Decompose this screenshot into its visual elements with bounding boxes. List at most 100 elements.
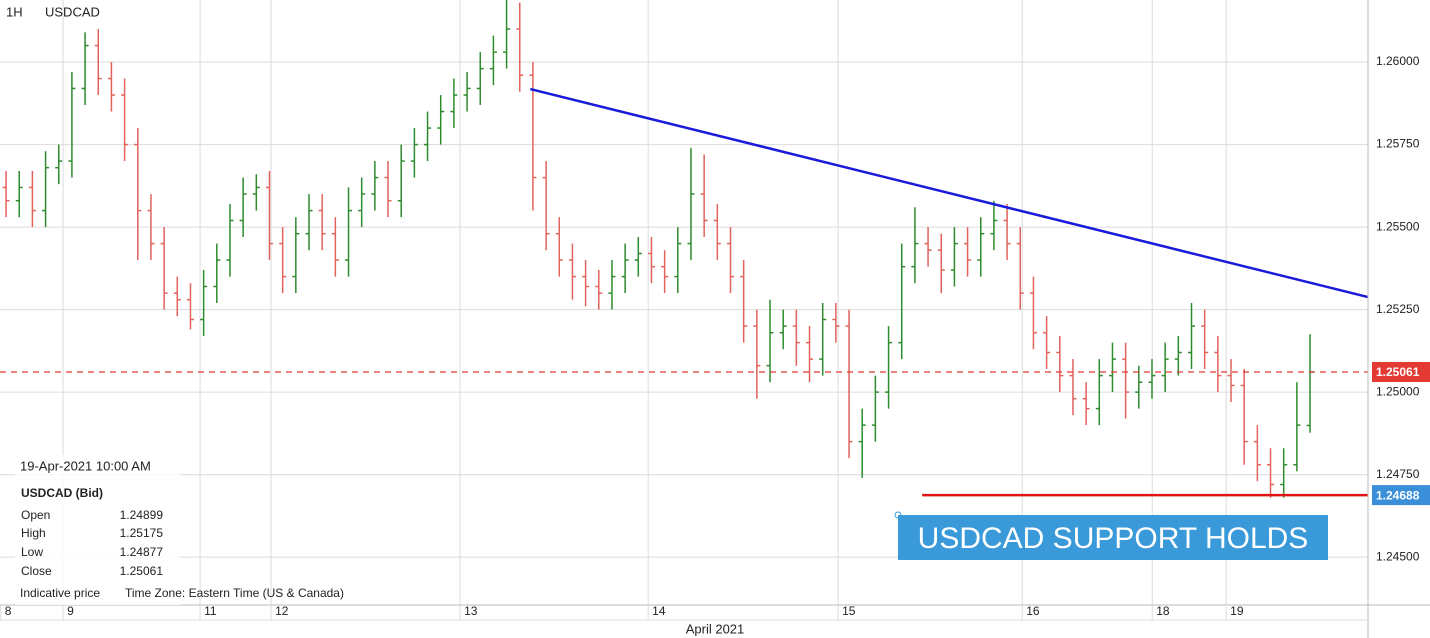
info-note: Indicative price: [20, 586, 100, 600]
ohlc-bar: [1003, 203, 1011, 261]
ohlc-bar: [542, 161, 550, 251]
y-tick-label: 1.24500: [1376, 549, 1420, 563]
ohlc-bar: [753, 309, 761, 399]
ohlc-bar: [503, 0, 511, 69]
ohlc-bar: [397, 144, 405, 218]
ohlc-bar: [265, 170, 273, 261]
ohlc-bar: [1122, 342, 1130, 419]
grid: [0, 0, 1368, 605]
ohlc-bar: [911, 207, 919, 284]
ohlc-bar: [463, 71, 471, 112]
ohlc-bar: [134, 128, 142, 261]
ohlc-bar: [252, 174, 260, 211]
ohlc-bar: [608, 260, 616, 310]
ohlc-bar: [345, 187, 353, 277]
y-tick-label: 1.25500: [1376, 219, 1420, 233]
ohlc-bar: [1240, 369, 1248, 465]
ohlc-bar: [1082, 382, 1090, 426]
x-tick-label: 19: [1230, 604, 1244, 618]
ohlc-bar: [1227, 359, 1235, 403]
ohlc-bar: [1188, 302, 1196, 370]
ohlc-bar: [529, 62, 537, 211]
ohlc-bar: [555, 217, 563, 277]
ohlc-bar: [871, 375, 879, 442]
ohlc-bar: [634, 236, 642, 277]
ohlc-bar: [1135, 365, 1143, 409]
x-tick-label: 12: [275, 604, 289, 618]
ohlc-bar: [200, 269, 208, 337]
ohlc-bar: [489, 35, 497, 86]
ohlc-bar: [924, 227, 932, 267]
y-tick-label: 1.26000: [1376, 54, 1420, 68]
ohlc-bar: [779, 309, 787, 350]
price-flag: [1372, 485, 1430, 506]
price-flag-label: 1.24688: [1376, 488, 1420, 502]
ohlc-bar: [1043, 316, 1051, 370]
ohlc-bar: [28, 170, 36, 228]
ohlc-bar: [845, 309, 853, 459]
ohlc-bar: [1148, 359, 1156, 399]
ohlc-bar: [1267, 448, 1275, 498]
ohlc-bar: [305, 194, 313, 251]
ohlc-bar: [94, 29, 102, 96]
ohlc-bar: [331, 217, 339, 277]
ohlc-bar: [1108, 342, 1116, 393]
x-tick-label: 11: [204, 604, 217, 618]
x-tick-label: 9: [67, 604, 74, 618]
ohlc-bar: [937, 233, 945, 294]
overlay: USDCAD SUPPORT HOLDS: [0, 87, 1369, 560]
ohlc-bar: [147, 194, 155, 261]
info-value: 1.25175: [120, 526, 164, 540]
x-tick-label: 18: [1156, 604, 1170, 618]
y-tick-label: 1.25750: [1376, 137, 1420, 151]
info-value: 1.24899: [120, 508, 164, 522]
ohlc-bar: [964, 227, 972, 277]
ohlc-bar: [713, 203, 721, 261]
ohlc-bar: [687, 147, 695, 261]
info-datetime: 19-Apr-2021 10:00 AM: [20, 458, 151, 473]
info-label: Low: [21, 545, 43, 559]
ohlc-bar: [42, 151, 50, 228]
trendline: [529, 87, 1369, 299]
ohlc-bar: [700, 154, 708, 237]
ohlc-bar: [582, 260, 590, 307]
ohlc-bar: [437, 95, 445, 145]
annotation-text: USDCAD SUPPORT HOLDS: [918, 522, 1309, 555]
annotation-box: [898, 515, 1328, 560]
ohlc-bar: [595, 269, 603, 310]
y-tick-label: 1.25000: [1376, 384, 1420, 398]
ohlc-bar: [726, 227, 734, 294]
ohlc-bar: [950, 227, 958, 287]
x-tick-label: 13: [464, 604, 478, 618]
symbol: USDCAD: [45, 4, 100, 19]
bars: [2, 0, 1314, 498]
ohlc-bar: [1253, 425, 1261, 482]
ohlc-bar: [621, 243, 629, 294]
ohlc-bar: [410, 128, 418, 178]
ohlc-bar: [68, 71, 76, 178]
ohlc-bar: [1174, 336, 1182, 376]
ohlc-bar: [450, 78, 458, 129]
ohlc-bar: [160, 227, 168, 310]
ohlc-bar: [213, 243, 221, 303]
ohlc-bar: [384, 161, 392, 218]
info-background: [15, 455, 180, 605]
info-label: High: [21, 526, 46, 540]
ohlc-bar: [1161, 342, 1169, 393]
ohlc-bar: [647, 236, 655, 284]
ohlc-bar: [740, 260, 748, 343]
ohlc-bar: [832, 302, 840, 343]
ohlc-bar: [1201, 309, 1209, 370]
x-tick-label: 8: [5, 604, 12, 618]
info-value: 1.24877: [120, 545, 164, 559]
ohlc-bar: [55, 144, 63, 185]
x-tick-label: 16: [1026, 604, 1040, 618]
ohlc-bar: [358, 177, 366, 228]
ohlc-bar: [15, 170, 23, 218]
ohlc-bar: [424, 111, 432, 162]
ohlc-bar: [292, 217, 300, 294]
ohlc-bar: [792, 309, 800, 366]
ohlc-bar: [990, 200, 998, 251]
ohlc-bar: [766, 299, 774, 383]
